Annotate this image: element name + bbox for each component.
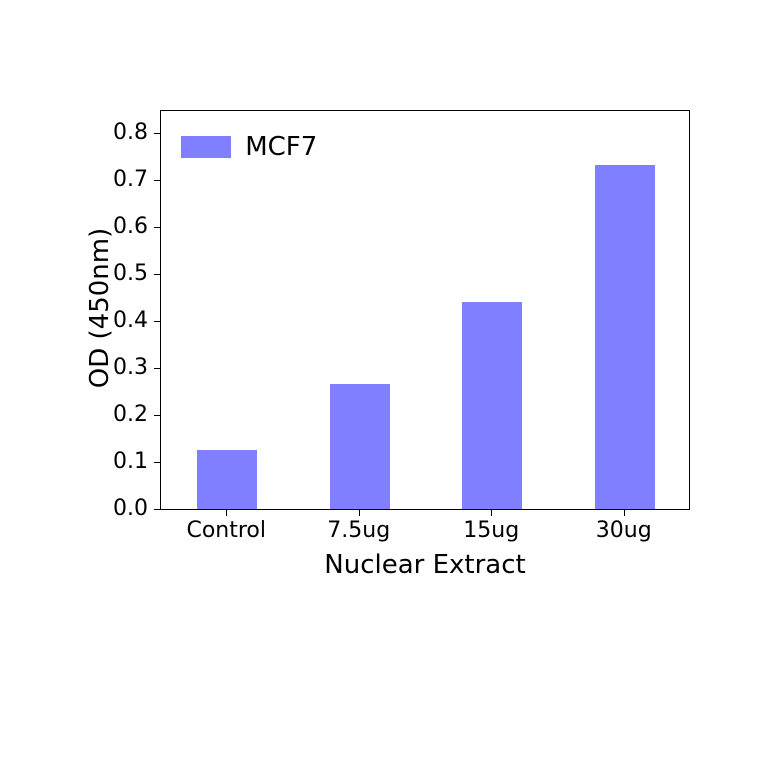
- legend-label: MCF7: [245, 132, 317, 162]
- y-tick-mark: [154, 180, 160, 181]
- legend-swatch: [181, 136, 231, 158]
- x-tick-label: 7.5ug: [299, 518, 419, 543]
- x-tick-mark: [491, 510, 492, 516]
- x-tick-label: 30ug: [564, 518, 684, 543]
- y-tick-mark: [154, 462, 160, 463]
- bar: [330, 384, 390, 509]
- x-tick-mark: [359, 510, 360, 516]
- chart-container: OD (450nm) Nuclear Extract MCF7 0.00.10.…: [50, 100, 714, 600]
- y-tick-mark: [154, 274, 160, 275]
- y-tick-mark: [154, 321, 160, 322]
- y-tick-label: 0.0: [100, 496, 148, 521]
- plot-area: [160, 110, 690, 510]
- y-tick-mark: [154, 133, 160, 134]
- y-tick-mark: [154, 415, 160, 416]
- y-tick-mark: [154, 368, 160, 369]
- x-tick-label: Control: [166, 518, 286, 543]
- y-tick-label: 0.3: [100, 355, 148, 380]
- y-tick-mark: [154, 227, 160, 228]
- y-tick-label: 0.5: [100, 261, 148, 286]
- x-axis-label: Nuclear Extract: [275, 550, 575, 580]
- x-tick-label: 15ug: [431, 518, 551, 543]
- y-tick-label: 0.7: [100, 167, 148, 192]
- y-tick-label: 0.8: [100, 120, 148, 145]
- x-tick-mark: [624, 510, 625, 516]
- y-tick-mark: [154, 509, 160, 510]
- y-tick-label: 0.4: [100, 308, 148, 333]
- legend: MCF7: [181, 132, 317, 162]
- bar: [595, 165, 655, 509]
- x-tick-mark: [226, 510, 227, 516]
- bar: [197, 450, 257, 509]
- bar: [462, 302, 522, 509]
- y-tick-label: 0.1: [100, 449, 148, 474]
- y-tick-label: 0.6: [100, 214, 148, 239]
- y-tick-label: 0.2: [100, 402, 148, 427]
